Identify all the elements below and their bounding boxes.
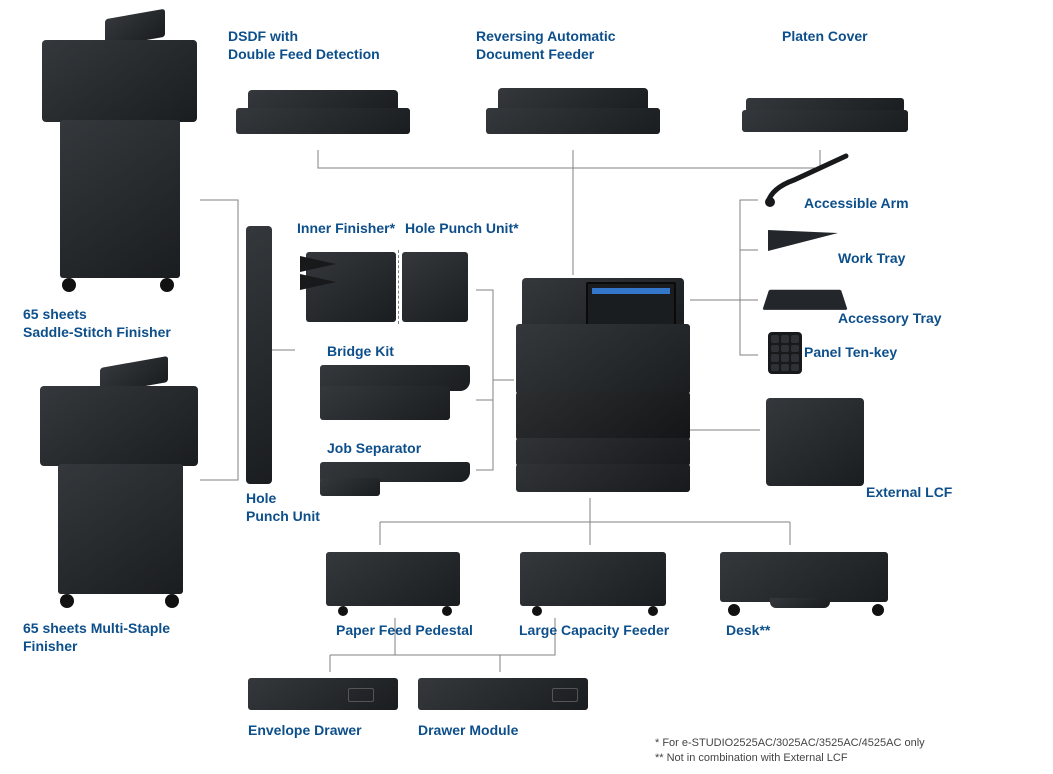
device-radf-top — [498, 88, 648, 110]
label-radf: Reversing AutomaticDocument Feeder — [476, 28, 616, 63]
device-envelope-drawer — [248, 678, 398, 710]
envelope-drawer-slot — [348, 688, 374, 702]
device-accessory-tray — [762, 290, 847, 310]
label-dsdf: DSDF withDouble Feed Detection — [228, 28, 380, 63]
device-hole-punch-top — [402, 252, 468, 322]
label-inner-finisher: Inner Finisher* — [297, 220, 395, 238]
device-dsdf-top — [248, 90, 398, 110]
label-accessory-tray: Accessory Tray — [838, 310, 942, 328]
footnotes: * For e-STUDIO2525AC/3025AC/3525AC/4525A… — [655, 736, 925, 766]
label-job-separator: Job Separator — [327, 440, 421, 458]
label-hole-punch-top: Hole Punch Unit* — [405, 220, 519, 238]
label-desk: Desk** — [726, 622, 770, 640]
label-multi-finisher: 65 sheets Multi-StapleFinisher — [23, 620, 170, 655]
label-envelope-drawer: Envelope Drawer — [248, 722, 362, 740]
label-panel-tenkey: Panel Ten-key — [804, 344, 897, 362]
label-paper-feed-pedestal: Paper Feed Pedestal — [336, 622, 473, 640]
device-hole-punch-unit — [246, 226, 272, 484]
divider-dashed — [398, 250, 399, 324]
label-drawer-module: Drawer Module — [418, 722, 518, 740]
label-bridge-kit: Bridge Kit — [327, 343, 394, 361]
drawer-module-slot — [552, 688, 578, 702]
label-saddle-finisher: 65 sheetsSaddle-Stitch Finisher — [23, 306, 171, 341]
label-hole-punch: HolePunch Unit — [246, 490, 320, 525]
device-panel-tenkey — [768, 332, 802, 374]
device-platen-body — [742, 110, 908, 132]
device-accessible-arm — [760, 150, 860, 210]
device-radf-body — [486, 108, 660, 134]
label-work-tray: Work Tray — [838, 250, 905, 268]
label-external-lcf: External LCF — [866, 484, 952, 502]
device-external-lcf — [766, 398, 864, 486]
label-platen: Platen Cover — [782, 28, 868, 46]
device-work-tray — [768, 230, 838, 251]
label-large-capacity-feeder: Large Capacity Feeder — [519, 622, 669, 640]
device-dsdf-body — [236, 108, 410, 134]
